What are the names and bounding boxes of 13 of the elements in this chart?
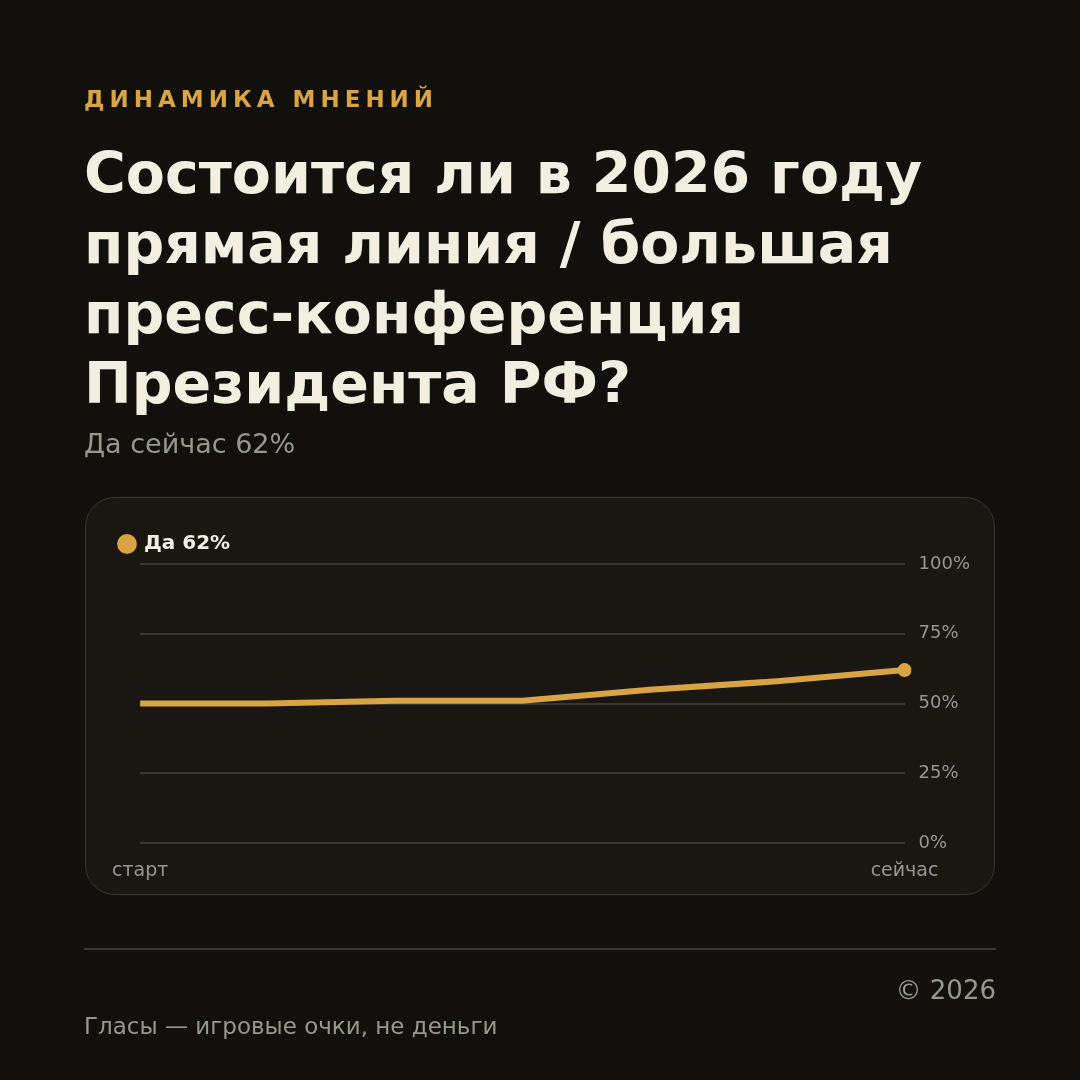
text: © 2026 <box>895 975 996 1005</box>
y-tick-label: 75% <box>918 621 959 643</box>
chart-subtitle: Да сейчас 62% <box>84 428 296 459</box>
y-tick-label: 100% <box>918 551 971 573</box>
legend-label: Да 62% <box>144 530 231 555</box>
text: ДИНАМИКА МНЕНИЙ <box>84 86 439 112</box>
y-tick-label: 25% <box>918 761 959 783</box>
y-tick-label: 50% <box>918 691 959 713</box>
chart-title: Состоится ли в 2026 году прямая линия / большая пресс-конференция Президента РФ? <box>84 139 924 418</box>
x-tick-label: сейчас <box>870 857 939 880</box>
y-tick-label: 0% <box>918 830 948 852</box>
text: Гласы — игровые очки, не деньги <box>84 1013 498 1039</box>
x-tick-label: старт <box>111 857 169 880</box>
